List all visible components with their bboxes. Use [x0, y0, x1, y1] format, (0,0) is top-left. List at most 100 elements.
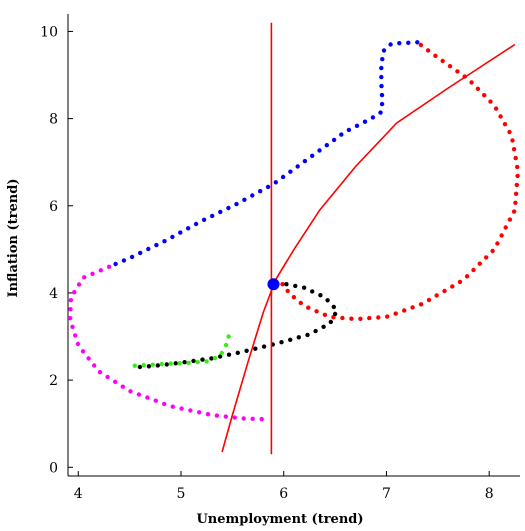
data-point — [288, 169, 293, 174]
y-tick-label: 8 — [49, 112, 58, 128]
data-point — [193, 221, 199, 227]
dotted-path-blue — [113, 40, 420, 267]
data-point — [170, 234, 175, 240]
data-point — [302, 158, 308, 164]
data-point — [162, 239, 167, 244]
data-point — [381, 48, 387, 53]
data-point — [450, 284, 455, 289]
data-point — [406, 40, 411, 45]
data-point — [331, 137, 337, 143]
data-point — [120, 384, 126, 389]
data-point — [178, 230, 183, 235]
data-point — [90, 271, 95, 276]
data-point — [379, 83, 384, 89]
data-point — [155, 363, 160, 368]
y-tick-label: 6 — [49, 199, 58, 215]
data-point — [200, 357, 205, 362]
data-point — [235, 350, 240, 355]
data-point — [106, 264, 112, 269]
data-point — [488, 99, 493, 104]
data-point — [495, 241, 500, 246]
data-point — [150, 362, 155, 367]
data-point — [511, 209, 517, 214]
data-point — [314, 309, 319, 314]
data-point — [418, 42, 424, 48]
data-point — [218, 209, 223, 215]
data-point — [244, 348, 249, 353]
data-point — [273, 180, 278, 185]
data-point — [204, 359, 209, 364]
data-point — [434, 293, 439, 298]
data-point — [397, 41, 402, 46]
data-point — [440, 58, 445, 64]
data-point — [288, 337, 293, 342]
data-point — [129, 254, 135, 260]
data-point — [358, 316, 363, 321]
data-point — [188, 408, 193, 413]
data-point — [253, 346, 258, 351]
data-point — [261, 344, 267, 349]
data-point — [513, 200, 518, 205]
y-tick-label: 4 — [49, 286, 58, 302]
data-point — [298, 300, 303, 306]
data-point — [159, 361, 164, 367]
data-point — [511, 147, 517, 152]
data-point — [250, 193, 255, 198]
data-point — [321, 324, 326, 329]
data-point — [113, 379, 118, 384]
data-point — [128, 389, 133, 394]
data-point — [80, 349, 86, 354]
data-point — [113, 261, 118, 267]
x-tick-label: 4 — [74, 486, 83, 502]
data-point — [82, 275, 87, 280]
data-point — [205, 412, 211, 417]
data-point — [234, 201, 239, 207]
data-point — [410, 305, 415, 310]
data-point — [340, 315, 345, 321]
data-point — [250, 416, 255, 421]
x-tick-label: 8 — [485, 486, 494, 502]
data-point — [153, 398, 158, 403]
data-point — [97, 370, 103, 375]
data-point — [201, 217, 207, 222]
data-point — [475, 86, 481, 92]
data-point — [433, 53, 438, 58]
data-point — [310, 289, 315, 294]
fitted-curve-red — [221, 43, 516, 453]
data-point — [195, 359, 200, 365]
data-point — [67, 316, 73, 321]
data-point — [186, 226, 191, 231]
data-point — [295, 164, 300, 169]
data-point — [378, 110, 383, 115]
data-point — [482, 93, 487, 98]
data-point — [92, 363, 97, 368]
data-point — [285, 288, 290, 294]
x-tick-label: 5 — [177, 486, 186, 502]
data-point — [331, 304, 336, 310]
data-point — [173, 361, 178, 366]
y-tick-label: 10 — [40, 24, 58, 40]
data-point — [259, 416, 264, 422]
y-axis-ticks: 0 2 4 6 8 10 — [40, 24, 73, 476]
data-point — [514, 182, 519, 188]
data-point — [513, 155, 518, 161]
data-point — [418, 302, 424, 307]
data-point — [162, 401, 167, 407]
data-point — [146, 246, 151, 252]
x-tick-label: 7 — [382, 486, 391, 502]
y-tick-label: 2 — [49, 373, 58, 389]
data-point — [226, 205, 231, 211]
data-point — [301, 285, 307, 290]
data-point — [182, 360, 187, 365]
data-point — [493, 106, 499, 111]
equilibrium-point — [267, 278, 280, 291]
data-point — [346, 127, 352, 133]
data-point — [310, 153, 315, 158]
data-point — [471, 267, 476, 273]
data-point — [370, 115, 376, 120]
data-point — [425, 48, 431, 53]
data-point — [179, 406, 184, 411]
data-point — [132, 363, 137, 368]
data-point — [293, 283, 298, 289]
